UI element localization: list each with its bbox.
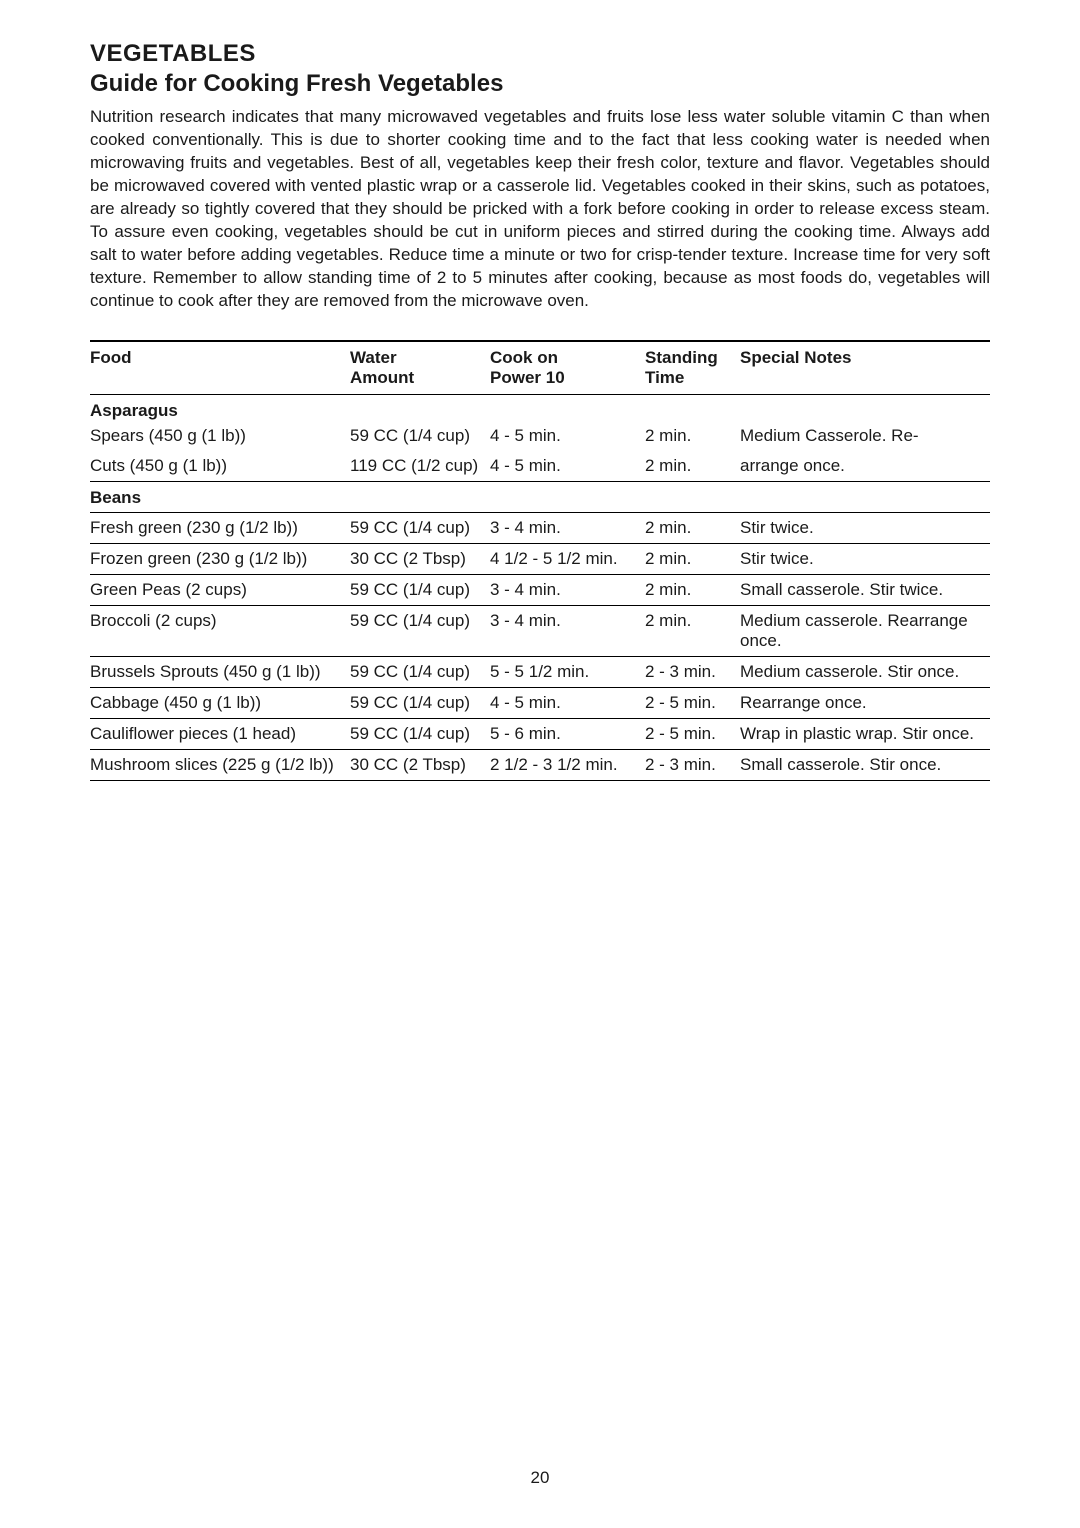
table-row: Green Peas (2 cups) 59 CC (1/4 cup) 3 - … (90, 575, 990, 606)
table-row: Broccoli (2 cups) 59 CC (1/4 cup) 3 - 4 … (90, 606, 990, 657)
page-content: VEGETABLES Guide for Cooking Fresh Veget… (0, 0, 1080, 781)
table-row: Cabbage (450 g (1 lb)) 59 CC (1/4 cup) 4… (90, 688, 990, 719)
cell-stand: 2 - 5 min. (645, 719, 740, 750)
th-standing: StandingTime (645, 341, 740, 395)
cell-water: 59 CC (1/4 cup) (350, 575, 490, 606)
cell-notes: arrange once. (740, 451, 990, 482)
table-row: Cuts (450 g (1 lb)) 119 CC (1/2 cup) 4 -… (90, 451, 990, 482)
cell-stand: 2 - 3 min. (645, 657, 740, 688)
table-row: Mushroom slices (225 g (1/2 lb)) 30 CC (… (90, 750, 990, 781)
cell-stand: 2 min. (645, 421, 740, 451)
table-row: Spears (450 g (1 lb)) 59 CC (1/4 cup) 4 … (90, 421, 990, 451)
cell-cook: 4 - 5 min. (490, 451, 645, 482)
table-row: Cauliflower pieces (1 head) 59 CC (1/4 c… (90, 719, 990, 750)
page-title-1: VEGETABLES (90, 40, 990, 68)
cell-food: Broccoli (2 cups) (90, 606, 350, 657)
th-food: Food (90, 341, 350, 395)
cell-food: Mushroom slices (225 g (1/2 lb)) (90, 750, 350, 781)
cell-stand: 2 - 5 min. (645, 688, 740, 719)
table-row: Fresh green (230 g (1/2 lb)) 59 CC (1/4 … (90, 513, 990, 544)
th-notes: Special Notes (740, 341, 990, 395)
cell-food: Cabbage (450 g (1 lb)) (90, 688, 350, 719)
th-water: WaterAmount (350, 341, 490, 395)
cell-water: 119 CC (1/2 cup) (350, 451, 490, 482)
cell-stand: 2 min. (645, 606, 740, 657)
cell-stand: 2 min. (645, 513, 740, 544)
cell-water: 59 CC (1/4 cup) (350, 657, 490, 688)
cell-water: 59 CC (1/4 cup) (350, 688, 490, 719)
cell-cook: 5 - 5 1/2 min. (490, 657, 645, 688)
table-row: Brussels Sprouts (450 g (1 lb)) 59 CC (1… (90, 657, 990, 688)
cell-food: Fresh green (230 g (1/2 lb)) (90, 513, 350, 544)
cell-cook: 5 - 6 min. (490, 719, 645, 750)
cell-notes: Stir twice. (740, 544, 990, 575)
cell-notes: Small casserole. Stir once. (740, 750, 990, 781)
cell-notes: Wrap in plastic wrap. Stir once. (740, 719, 990, 750)
cell-food: Brussels Sprouts (450 g (1 lb)) (90, 657, 350, 688)
cell-cook: 4 - 5 min. (490, 421, 645, 451)
cell-food: Spears (450 g (1 lb)) (90, 421, 350, 451)
intro-paragraph: Nutrition research indicates that many m… (90, 106, 990, 312)
section-label: Asparagus (90, 395, 990, 422)
cell-water: 30 CC (2 Tbsp) (350, 750, 490, 781)
cell-food: Frozen green (230 g (1/2 lb)) (90, 544, 350, 575)
cell-notes: Medium Casserole. Re- (740, 421, 990, 451)
cell-notes: Small casserole. Stir twice. (740, 575, 990, 606)
cell-cook: 3 - 4 min. (490, 606, 645, 657)
section-beans: Beans (90, 482, 990, 513)
vegetable-table: Food WaterAmount Cook onPower 10 Standin… (90, 340, 990, 781)
cell-water: 59 CC (1/4 cup) (350, 513, 490, 544)
cell-water: 59 CC (1/4 cup) (350, 421, 490, 451)
cell-cook: 3 - 4 min. (490, 513, 645, 544)
table-header-row: Food WaterAmount Cook onPower 10 Standin… (90, 341, 990, 395)
cell-water: 59 CC (1/4 cup) (350, 606, 490, 657)
cell-notes: Rearrange once. (740, 688, 990, 719)
cell-food: Cuts (450 g (1 lb)) (90, 451, 350, 482)
cell-food: Cauliflower pieces (1 head) (90, 719, 350, 750)
cell-food: Green Peas (2 cups) (90, 575, 350, 606)
cell-cook: 4 1/2 - 5 1/2 min. (490, 544, 645, 575)
page-title-2: Guide for Cooking Fresh Vegetables (90, 70, 990, 98)
page-number: 20 (0, 1468, 1080, 1488)
cell-stand: 2 min. (645, 451, 740, 482)
cell-cook: 3 - 4 min. (490, 575, 645, 606)
cell-notes: Medium casserole. Rearrange once. (740, 606, 990, 657)
cell-cook: 2 1/2 - 3 1/2 min. (490, 750, 645, 781)
section-label: Beans (90, 482, 990, 513)
cell-stand: 2 min. (645, 575, 740, 606)
section-asparagus: Asparagus (90, 395, 990, 422)
cell-notes: Medium casserole. Stir once. (740, 657, 990, 688)
cell-cook: 4 - 5 min. (490, 688, 645, 719)
th-cook: Cook onPower 10 (490, 341, 645, 395)
cell-stand: 2 min. (645, 544, 740, 575)
cell-stand: 2 - 3 min. (645, 750, 740, 781)
table-row: Frozen green (230 g (1/2 lb)) 30 CC (2 T… (90, 544, 990, 575)
cell-water: 30 CC (2 Tbsp) (350, 544, 490, 575)
cell-water: 59 CC (1/4 cup) (350, 719, 490, 750)
cell-notes: Stir twice. (740, 513, 990, 544)
